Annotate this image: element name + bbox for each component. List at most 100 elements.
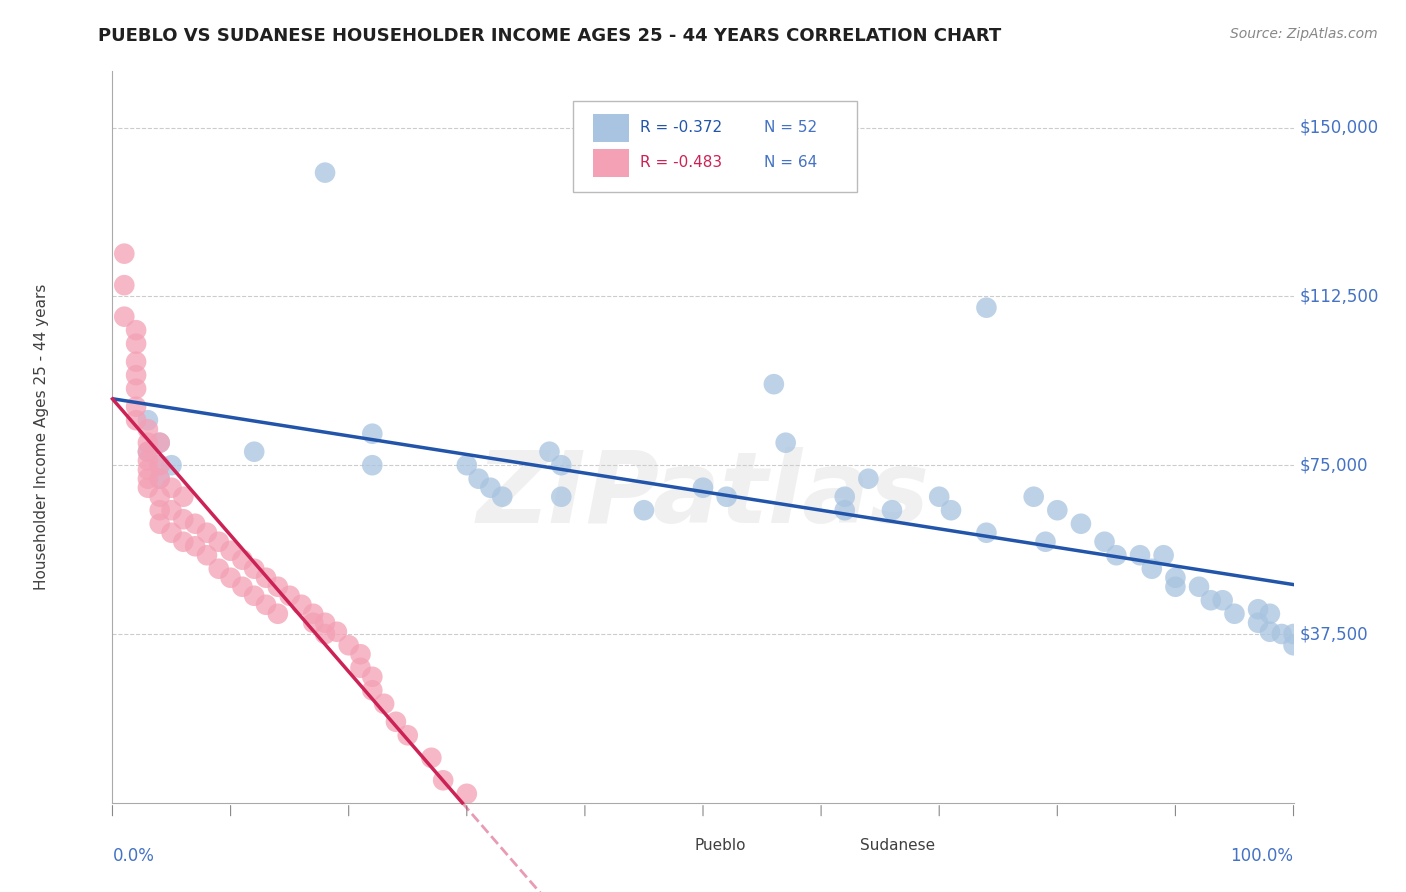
Point: [125, 336, 148, 351]
Point: [160, 503, 183, 517]
Point: [1105, 548, 1128, 562]
Point: [112, 278, 135, 293]
Point: [219, 543, 242, 558]
Point: [880, 503, 903, 517]
Text: R = -0.372: R = -0.372: [640, 120, 723, 136]
Text: $150,000: $150,000: [1299, 119, 1378, 136]
Text: 100.0%: 100.0%: [1230, 847, 1294, 864]
Point: [550, 490, 572, 504]
Point: [1153, 548, 1175, 562]
Point: [420, 751, 443, 765]
Point: [149, 516, 172, 531]
Point: [692, 481, 714, 495]
Point: [125, 354, 148, 368]
Point: [136, 472, 159, 486]
Point: [633, 503, 655, 517]
Point: [302, 615, 325, 630]
Point: [1094, 534, 1116, 549]
Point: [184, 539, 207, 553]
Point: [231, 553, 253, 567]
Point: [125, 382, 148, 396]
Point: [432, 773, 454, 788]
Point: [149, 458, 172, 473]
Text: PUEBLO VS SUDANESE HOUSEHOLDER INCOME AGES 25 - 44 YEARS CORRELATION CHART: PUEBLO VS SUDANESE HOUSEHOLDER INCOME AG…: [98, 27, 1001, 45]
Text: N = 64: N = 64: [765, 155, 818, 170]
Point: [254, 571, 277, 585]
Point: [1035, 534, 1057, 549]
Point: [976, 301, 998, 315]
Point: [1271, 627, 1294, 641]
Point: [243, 589, 266, 603]
Point: [361, 670, 384, 684]
Point: [1140, 562, 1163, 576]
Point: [939, 503, 962, 517]
Point: [195, 548, 218, 562]
Point: [208, 562, 231, 576]
Point: [1070, 516, 1092, 531]
Point: [314, 166, 336, 180]
Point: [858, 472, 880, 486]
Point: [231, 580, 253, 594]
Point: [136, 444, 159, 458]
Point: [1188, 580, 1211, 594]
Point: [160, 481, 183, 495]
Point: [149, 472, 172, 486]
Point: [1199, 593, 1222, 607]
Point: [267, 580, 290, 594]
Point: [136, 435, 159, 450]
Point: [243, 562, 266, 576]
Text: Pueblo: Pueblo: [695, 838, 747, 854]
Point: [302, 607, 325, 621]
Point: [219, 571, 242, 585]
Point: [1258, 607, 1281, 621]
Point: [254, 598, 277, 612]
Point: [172, 534, 194, 549]
Point: [361, 683, 384, 698]
Point: [479, 481, 502, 495]
Text: Householder Income Ages 25 - 44 years: Householder Income Ages 25 - 44 years: [34, 284, 49, 591]
Point: [467, 472, 489, 486]
Point: [125, 413, 148, 427]
Point: [184, 516, 207, 531]
Point: [149, 503, 172, 517]
Point: [834, 503, 856, 517]
Point: [1046, 503, 1069, 517]
Point: [361, 426, 384, 441]
Point: [337, 638, 360, 652]
FancyBboxPatch shape: [593, 114, 628, 142]
Point: [373, 697, 395, 711]
Point: [160, 525, 183, 540]
Point: [112, 246, 135, 260]
Point: [326, 624, 349, 639]
Point: [149, 458, 172, 473]
Point: [396, 728, 419, 742]
Point: [456, 458, 478, 473]
Point: [314, 627, 336, 641]
Point: [1258, 624, 1281, 639]
Text: R = -0.483: R = -0.483: [640, 155, 723, 170]
FancyBboxPatch shape: [574, 101, 856, 192]
Point: [290, 598, 312, 612]
Point: [278, 589, 301, 603]
Point: [1212, 593, 1234, 607]
Point: [149, 435, 172, 450]
Point: [834, 490, 856, 504]
Text: $75,000: $75,000: [1299, 456, 1368, 475]
Text: N = 52: N = 52: [765, 120, 817, 136]
Text: Sudanese: Sudanese: [860, 838, 935, 854]
Point: [775, 435, 797, 450]
Point: [976, 525, 998, 540]
Point: [136, 463, 159, 477]
Point: [314, 615, 336, 630]
Text: 0.0%: 0.0%: [112, 847, 155, 864]
Point: [1022, 490, 1045, 504]
Point: [172, 490, 194, 504]
Point: [928, 490, 950, 504]
Text: ZIPatlas: ZIPatlas: [477, 447, 929, 544]
Point: [1282, 638, 1305, 652]
Point: [208, 534, 231, 549]
Point: [136, 453, 159, 467]
Text: $112,500: $112,500: [1299, 287, 1379, 305]
Point: [1164, 580, 1187, 594]
Point: [125, 368, 148, 383]
